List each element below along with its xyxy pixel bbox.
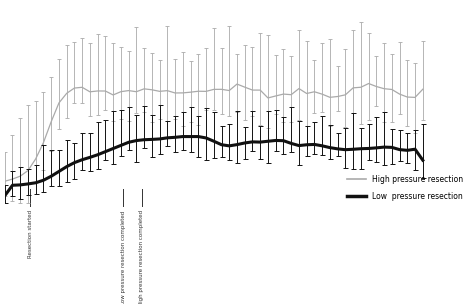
Text: Resection started: Resection started [28, 210, 33, 258]
Text: High pressure resection completed: High pressure resection completed [139, 210, 144, 304]
Text: Low pressure resection completed: Low pressure resection completed [121, 210, 126, 304]
Legend: High pressure resection, Low  pressure resection: High pressure resection, Low pressure re… [345, 173, 465, 203]
